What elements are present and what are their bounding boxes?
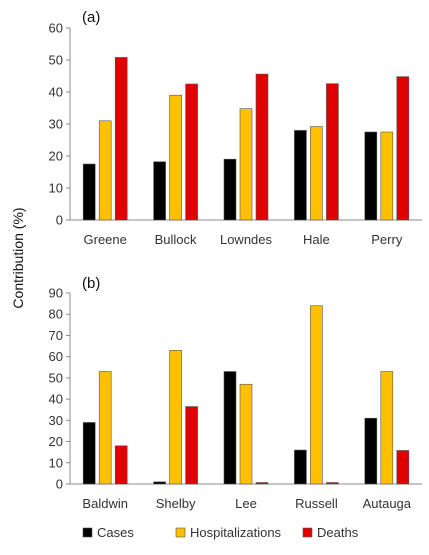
bar-greene-cases xyxy=(82,163,96,221)
bar-shelby-cases xyxy=(153,481,166,485)
bar-bullock-cases xyxy=(153,161,166,221)
y-tick-label: 30 xyxy=(49,413,63,428)
x-tick-label-bullock: Bullock xyxy=(155,232,197,247)
bar-russell-cases xyxy=(294,449,307,485)
legend-swatch-deaths xyxy=(302,527,313,538)
x-tick-label-lee: Lee xyxy=(235,496,257,511)
legend-swatch-cases xyxy=(82,527,93,538)
bar-lee-cases xyxy=(223,371,237,485)
bar-baldwin-hospitalizations xyxy=(98,371,112,485)
bar-russell-deaths xyxy=(326,482,339,485)
y-tick-label: 10 xyxy=(49,181,63,196)
bar-hale-hospitalizations xyxy=(310,126,323,221)
y-axis-label: Contribution (%) xyxy=(10,207,26,308)
bar-hale-deaths xyxy=(326,83,339,221)
y-tick-label: 30 xyxy=(49,117,63,132)
y-tick-label: 20 xyxy=(49,434,63,449)
y-tick-label: 0 xyxy=(56,477,63,492)
bar-perry-hospitalizations xyxy=(380,131,394,221)
bar-shelby-hospitalizations xyxy=(169,349,182,485)
bar-shelby-deaths xyxy=(185,406,198,485)
x-tick-label-shelby: Shelby xyxy=(156,496,196,511)
bar-lowndes-deaths xyxy=(255,73,269,221)
bar-greene-hospitalizations xyxy=(98,120,112,221)
bar-bullock-deaths xyxy=(185,83,198,221)
y-tick-label: 0 xyxy=(56,213,63,228)
y-tick-label: 90 xyxy=(49,286,63,301)
bar-perry-cases xyxy=(364,131,378,221)
x-tick-label-greene: Greene xyxy=(84,232,127,247)
x-tick-label-perry: Perry xyxy=(371,232,403,247)
legend-swatch-hospitalizations xyxy=(175,527,186,538)
bar-baldwin-cases xyxy=(82,422,96,485)
bar-bullock-hospitalizations xyxy=(169,94,182,221)
y-tick-label: 50 xyxy=(49,370,63,385)
x-tick-label-russell: Russell xyxy=(295,496,338,511)
x-tick-label-lowndes: Lowndes xyxy=(220,232,273,247)
bar-lowndes-cases xyxy=(223,158,237,221)
y-tick-label: 70 xyxy=(49,328,63,343)
bar-hale-cases xyxy=(294,130,307,221)
bar-autauga-deaths xyxy=(396,450,410,485)
y-tick-label: 40 xyxy=(49,392,63,407)
panel-label: (b) xyxy=(82,275,100,292)
legend: Cases Hospitalizations Deaths xyxy=(82,525,359,540)
y-tick-label: 60 xyxy=(49,21,63,36)
bar-autauga-cases xyxy=(364,417,378,485)
y-tick-label: 80 xyxy=(49,307,63,322)
bar-lee-deaths xyxy=(255,482,269,485)
x-tick-label-hale: Hale xyxy=(303,232,330,247)
bar-baldwin-deaths xyxy=(114,445,128,485)
bar-greene-deaths xyxy=(114,57,128,221)
legend-label-cases: Cases xyxy=(97,525,134,540)
y-tick-label: 50 xyxy=(49,53,63,68)
y-tick-label: 60 xyxy=(49,349,63,364)
bar-russell-hospitalizations xyxy=(310,305,323,485)
y-tick-label: 10 xyxy=(49,455,63,470)
y-tick-label: 40 xyxy=(49,85,63,100)
bar-lowndes-hospitalizations xyxy=(239,108,253,221)
legend-label-hospitalizations: Hospitalizations xyxy=(190,525,282,540)
legend-label-deaths: Deaths xyxy=(317,525,359,540)
panel-b: (b) 0 10 20 30 40 50 60 70 80 90 Baldwin Shelby Lee Ru… xyxy=(49,275,422,511)
panel-a: (a) 0 10 20 30 40 50 60 Greene Bullock Lowndes Hale… xyxy=(49,9,422,247)
panel-label: (a) xyxy=(82,9,100,26)
x-tick-label-autauga: Autauga xyxy=(363,496,412,511)
bar-lee-hospitalizations xyxy=(239,383,253,485)
bar-perry-deaths xyxy=(396,76,410,221)
y-tick-label: 20 xyxy=(49,149,63,164)
x-tick-label-baldwin: Baldwin xyxy=(82,496,128,511)
bar-autauga-hospitalizations xyxy=(380,371,394,485)
